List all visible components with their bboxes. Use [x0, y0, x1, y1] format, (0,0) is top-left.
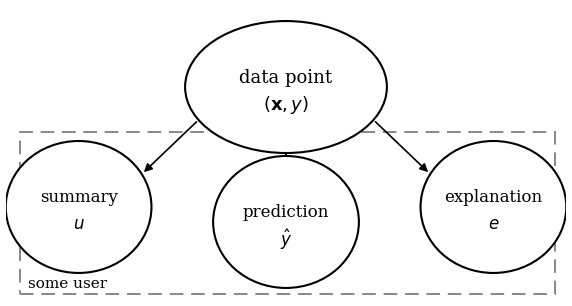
Text: prediction: prediction	[243, 204, 329, 222]
Ellipse shape	[185, 21, 387, 153]
Text: data point: data point	[240, 69, 332, 87]
Text: $\hat{y}$: $\hat{y}$	[280, 228, 292, 252]
Text: summary: summary	[39, 189, 117, 207]
Ellipse shape	[6, 141, 152, 273]
Ellipse shape	[420, 141, 566, 273]
Text: $(\mathbf{x}, y)$: $(\mathbf{x}, y)$	[263, 94, 309, 116]
Text: $u$: $u$	[73, 216, 85, 233]
Text: explanation: explanation	[444, 189, 542, 207]
Ellipse shape	[213, 156, 359, 288]
Text: $e$: $e$	[488, 216, 499, 233]
Text: some user: some user	[28, 277, 108, 291]
